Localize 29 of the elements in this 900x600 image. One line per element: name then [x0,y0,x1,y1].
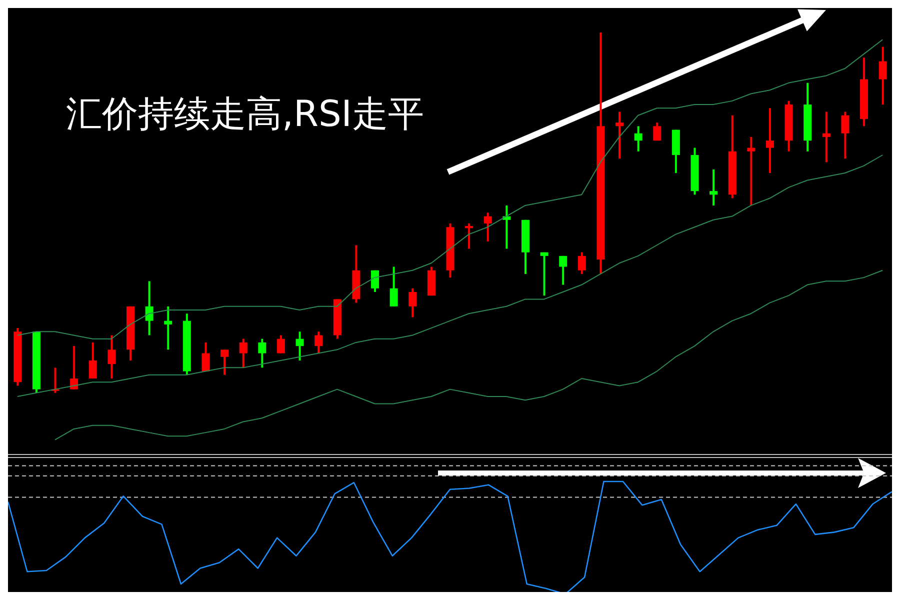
candlestick [540,251,548,297]
candlestick [108,334,116,380]
candlestick [202,341,210,372]
candlestick [258,338,266,369]
candlestick [766,107,774,174]
candlestick [408,287,417,318]
candlestick [390,266,398,308]
candlestick [878,46,887,106]
candlestick [164,305,172,351]
candlestick [70,345,78,390]
candlestick [145,280,154,336]
candlestick [220,348,229,376]
candlestick [559,254,568,286]
candlestick [634,125,642,152]
candlestick [578,251,586,275]
candlestick [296,330,304,362]
candlestick [616,110,624,160]
candlestick [841,110,850,160]
candlestick [314,330,323,354]
candlestick [653,122,662,142]
text: 汇价持续走高,RSI走平 [66,93,424,137]
candlestick [484,212,492,243]
candlestick [822,110,830,164]
candlestick [276,334,285,354]
candlestick [710,168,718,206]
candlestick [747,136,756,206]
candlestick [465,222,474,250]
candlestick [239,338,248,369]
candlestick [88,341,97,380]
